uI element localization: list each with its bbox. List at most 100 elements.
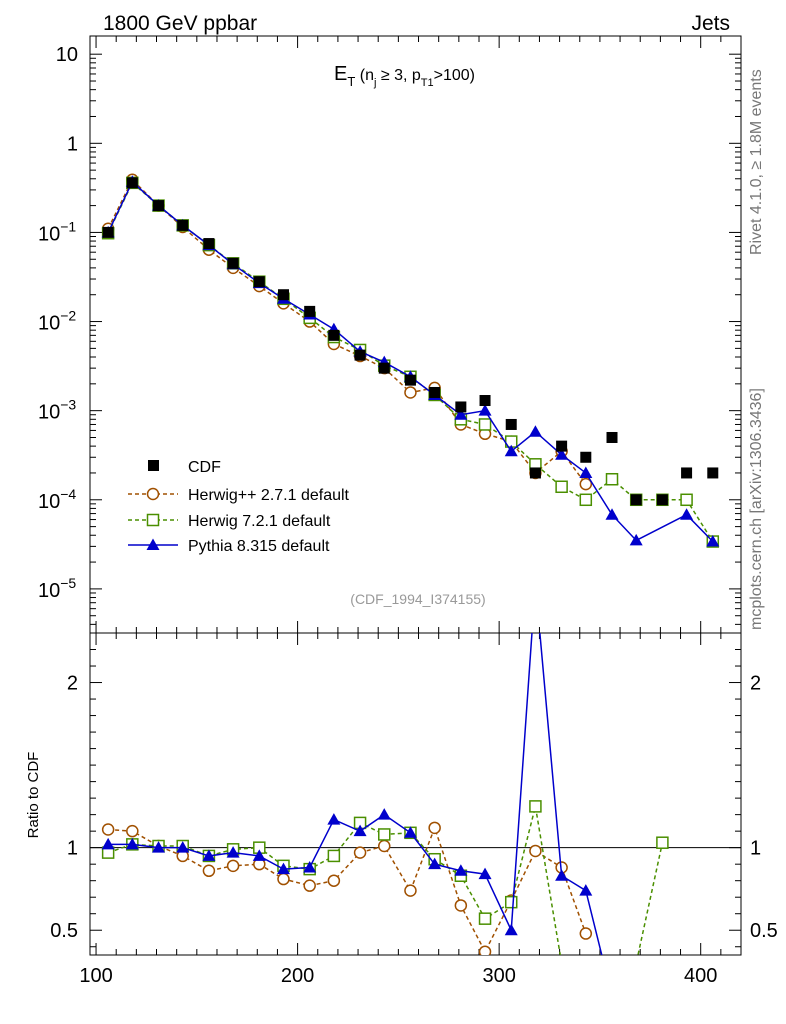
herwig-2-7-1-default-ratio-point [126,824,139,838]
cdf-point [102,226,114,238]
x-tick-label: 200 [281,965,314,987]
legend-herwigpp-marker [146,487,160,501]
pythia-8-315-default-ratio-point [327,813,341,825]
herwig-2-7-1-default-ratio-point [404,884,417,897]
chart-layer: 100 200 300 400 10 1 10−1 10−2 10−3 10−4 10−5 0.5 0.… [38,36,778,987]
cdf-point [203,238,215,250]
pythia-8-315-default-point [706,535,720,547]
herwig-2-7-1-default-point [579,477,593,491]
pythia-8-315-default-ratio-point [478,867,492,880]
herwig-2-7-1-default-ratio-point [327,874,341,887]
pythia-8-315-default-ratio-point [303,860,317,873]
legend-herwig7-label: Herwig 7.2.1 default [188,513,331,530]
pythia-8-315-default-ratio-point [454,864,468,876]
cdf-point [529,467,541,479]
herwig-7-2-1-default-ratio-point [327,849,341,863]
cdf-point [153,200,165,212]
title-end: >100) [434,67,475,84]
cdf-point [304,305,316,317]
ratio-y-tick-label-right: 0.5 [750,920,778,942]
cdf-point [328,329,340,341]
cdf-point [126,177,138,189]
pythia-8-315-default-point [605,508,619,520]
ratio-y-tick-label: 0.5 [50,920,78,942]
pythia-8-315-default-ratio-point [579,884,593,896]
x-tick-label: 400 [684,965,717,987]
herwig-2-7-1-default-ratio-point [428,821,441,835]
cdf-point [656,494,668,506]
ratio-frame [89,632,742,956]
cdf-point [277,289,289,301]
mcplots-label: mcplots.cern.ch [arXiv:1306.3436] [748,388,765,630]
herwig-7-2-1-default-ratio-point [656,836,669,849]
title-sub-t: T [347,74,355,89]
legend-herwig7-marker [146,513,160,527]
herwig-7-2-1-default-point [605,472,619,486]
cdf-point [253,276,265,288]
cdf-point [455,401,467,413]
rivet-label: Rivet 4.1.0, ≥ 1.8M events [748,69,765,255]
pythia-8-315-default-ratio-point [403,826,417,838]
pythia-8-315-default-ratio-point [555,869,569,881]
legend-herwigpp-label: Herwig++ 2.7.1 default [188,487,350,504]
legend-herwigpp: Herwig++ 2.7.1 default [128,487,350,504]
plot-title: ET (nj ≥ 3, pT1>100) [334,63,475,89]
x-tick-label: 100 [79,965,112,987]
cdf-point [630,494,642,506]
herwig-2-7-1-default-ratio-point [202,864,216,878]
cdf-point [354,349,366,361]
pythia-8-315-default-point [579,466,593,478]
cdf-point [479,395,491,407]
pythia-8-315-default-ratio-point [226,846,240,858]
pythia-8-315-default-ratio-point [276,862,290,875]
ratio-y-tick-label: 2 [67,673,78,695]
pythia-8-315-default-point [629,533,643,546]
legend-cdf: CDF [148,459,221,476]
title-sub-t1: T1 [421,77,434,89]
cdf-point [429,386,441,398]
y-tick-label: 10−3 [38,397,76,424]
header-left: 1800 GeV ppbar [103,12,257,35]
herwig-2-7-1-default-ratio-point [579,927,593,940]
herwig-7-2-1-default-point [478,418,492,431]
legend-pythia-label: Pythia 8.315 default [188,538,330,555]
pythia-8-315-default-point [504,444,518,457]
header-right: Jets [691,12,730,35]
legend-herwig7: Herwig 7.2.1 default [128,513,331,530]
cdf-point [556,440,568,452]
main-plot-area [101,173,720,548]
cdf-point [580,451,592,463]
herwig-7-2-1-default-ratio-point [529,800,542,813]
pythia-8-315-default-ratio-point [176,841,190,853]
ratio-plot-area [101,633,669,955]
legend-cdf-label: CDF [188,459,221,476]
cdf-point [177,219,189,231]
y-tick-label: 10 [56,44,78,66]
legend-cdf-marker [148,460,159,471]
y-tick-label: 10−1 [38,218,76,245]
ratio-y-tick-label-right: 1 [750,838,761,860]
title-n: (n [355,67,374,84]
cdf-point [227,257,239,269]
pythia-8-315-default-ratio-point [504,923,518,936]
pythia-8-315-default-point [478,404,492,416]
ratio-ylabel: Ratio to CDF [25,752,42,839]
pythia-8-315-default-ratio-point [152,841,166,853]
ratio-y-tick-label: 1 [67,838,78,860]
cdf-point [404,374,416,386]
pythia-8-315-default-ratio-point [252,849,266,861]
legend: CDF Herwig++ 2.7.1 default Herwig 7.2.1 … [128,459,350,555]
cdf-point [378,362,390,374]
pythia-8-315-default-point [555,448,569,460]
pythia-8-315-default-point [680,508,694,520]
herwig-7-2-1-default-point [555,480,568,494]
herwig-2-7-1-default-ratio-point [101,823,115,836]
cdf-point [681,467,693,479]
x-tick-label: 300 [482,965,515,987]
herwig-2-7-1-default-ratio-point [353,846,367,859]
pythia-8-315-default-ratio-line [108,633,603,955]
pythia-8-315-default-point [454,408,468,420]
herwig-2-7-1-default-ratio-point [226,859,240,873]
title-sub-j: j [373,77,376,89]
herwig-2-7-1-default-ratio-point [303,879,316,892]
